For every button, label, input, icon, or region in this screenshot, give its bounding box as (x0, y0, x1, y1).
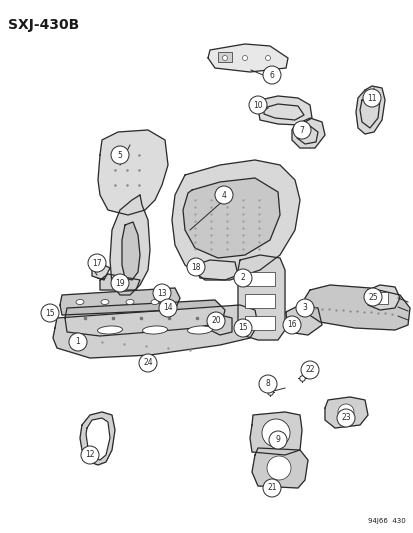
Circle shape (292, 121, 310, 139)
Text: 13: 13 (157, 288, 166, 297)
Polygon shape (355, 86, 384, 134)
Circle shape (233, 319, 252, 337)
Text: SXJ-430B: SXJ-430B (8, 18, 79, 32)
Polygon shape (367, 285, 399, 310)
Text: 24: 24 (143, 359, 152, 367)
Polygon shape (291, 118, 324, 148)
Text: 21: 21 (267, 483, 276, 492)
Circle shape (187, 258, 204, 276)
Text: 22: 22 (304, 366, 314, 375)
Ellipse shape (101, 300, 109, 304)
Text: 14: 14 (163, 303, 172, 312)
Circle shape (206, 312, 224, 330)
Circle shape (111, 274, 129, 292)
Text: 2: 2 (240, 273, 245, 282)
Polygon shape (80, 412, 115, 465)
Polygon shape (53, 305, 257, 358)
Polygon shape (171, 160, 299, 280)
Circle shape (233, 269, 252, 287)
Text: 6: 6 (269, 70, 274, 79)
Text: 9: 9 (275, 435, 280, 445)
Polygon shape (209, 315, 231, 335)
Text: 16: 16 (287, 320, 296, 329)
Polygon shape (183, 178, 279, 258)
Polygon shape (98, 130, 168, 215)
Ellipse shape (151, 300, 159, 304)
Polygon shape (285, 305, 321, 335)
Polygon shape (324, 397, 367, 428)
Bar (218, 52, 231, 62)
Text: 8: 8 (265, 379, 270, 389)
Circle shape (69, 333, 87, 351)
Circle shape (259, 375, 276, 393)
Polygon shape (86, 418, 110, 460)
Polygon shape (122, 222, 140, 280)
Circle shape (248, 96, 266, 114)
Circle shape (265, 55, 270, 61)
Text: 23: 23 (340, 414, 350, 423)
Polygon shape (257, 96, 311, 125)
Polygon shape (249, 412, 301, 455)
Ellipse shape (126, 300, 134, 304)
Circle shape (266, 456, 290, 480)
Polygon shape (252, 448, 307, 488)
Circle shape (242, 55, 247, 61)
Ellipse shape (142, 326, 167, 334)
Polygon shape (195, 260, 237, 280)
Text: 3: 3 (302, 303, 307, 312)
Circle shape (262, 479, 280, 497)
Text: 4: 4 (221, 190, 226, 199)
Bar (244, 316, 274, 330)
Circle shape (139, 354, 157, 372)
Text: 18: 18 (191, 262, 200, 271)
Circle shape (261, 419, 289, 447)
Text: 15: 15 (237, 324, 247, 333)
Text: 1: 1 (76, 337, 80, 346)
Ellipse shape (76, 300, 84, 304)
Text: 12: 12 (85, 450, 95, 459)
Circle shape (300, 361, 318, 379)
Bar (373, 292, 387, 304)
Circle shape (41, 304, 59, 322)
Text: 20: 20 (211, 317, 220, 326)
Bar (244, 272, 274, 286)
Text: 15: 15 (45, 309, 55, 318)
Text: 19: 19 (115, 279, 124, 287)
Text: 7: 7 (299, 125, 304, 134)
Ellipse shape (187, 326, 212, 334)
Polygon shape (207, 44, 287, 72)
Text: 94J66  430: 94J66 430 (367, 518, 405, 524)
Bar (244, 294, 274, 308)
Text: 5: 5 (117, 150, 122, 159)
Polygon shape (237, 255, 284, 340)
Circle shape (262, 66, 280, 84)
Circle shape (336, 409, 354, 427)
Polygon shape (304, 285, 409, 330)
Ellipse shape (97, 326, 122, 334)
Text: 10: 10 (253, 101, 262, 109)
Polygon shape (100, 274, 140, 290)
Circle shape (282, 316, 300, 334)
Circle shape (88, 254, 106, 272)
Circle shape (153, 284, 171, 302)
Circle shape (362, 89, 380, 107)
Polygon shape (110, 195, 150, 295)
Circle shape (159, 299, 177, 317)
Circle shape (268, 431, 286, 449)
Circle shape (337, 404, 353, 420)
Polygon shape (65, 300, 224, 336)
Circle shape (214, 186, 233, 204)
Circle shape (111, 146, 129, 164)
Circle shape (295, 299, 313, 317)
Polygon shape (92, 262, 110, 280)
Circle shape (222, 55, 227, 61)
Polygon shape (60, 288, 180, 315)
Circle shape (81, 446, 99, 464)
Text: 17: 17 (92, 259, 102, 268)
Circle shape (363, 288, 381, 306)
Text: 11: 11 (366, 93, 376, 102)
Text: 25: 25 (367, 293, 377, 302)
